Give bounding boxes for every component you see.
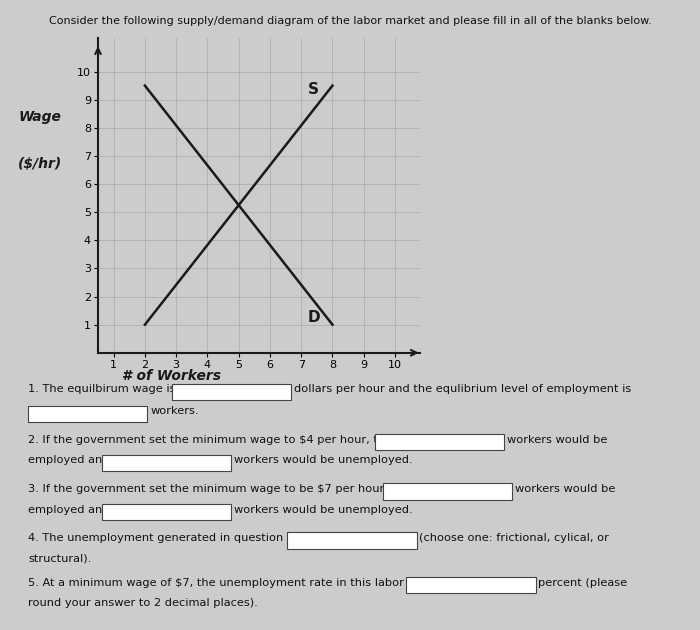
Text: 3. If the government set the minimum wage to be $7 per hour, then: 3. If the government set the minimum wag… <box>28 484 417 494</box>
Text: structural).: structural). <box>28 554 91 564</box>
Text: 2. If the government set the minimum wage to $4 per hour, then: 2. If the government set the minimum wag… <box>28 435 400 445</box>
Text: D: D <box>307 310 320 325</box>
Text: workers would be: workers would be <box>507 435 607 445</box>
Text: Wage: Wage <box>19 110 62 123</box>
Text: employed and: employed and <box>28 505 109 515</box>
Text: employed and: employed and <box>28 455 109 466</box>
Text: round your answer to 2 decimal places).: round your answer to 2 decimal places). <box>28 598 258 609</box>
Text: # of Workers: # of Workers <box>122 369 221 382</box>
Text: ($/hr): ($/hr) <box>18 157 62 171</box>
Text: workers.: workers. <box>150 406 199 416</box>
Text: 5. At a minimum wage of $7, the unemployment rate in this labor market is: 5. At a minimum wage of $7, the unemploy… <box>28 578 461 588</box>
Text: S: S <box>307 82 318 97</box>
Text: 4. The unemployment generated in question (3) is: 4. The unemployment generated in questio… <box>28 533 316 543</box>
Text: (choose one: frictional, cylical, or: (choose one: frictional, cylical, or <box>419 533 609 543</box>
Text: workers would be: workers would be <box>515 484 615 494</box>
Text: dollars per hour and the equlibrium level of employment is: dollars per hour and the equlibrium leve… <box>294 384 631 394</box>
Text: Consider the following supply/demand diagram of the labor market and please fill: Consider the following supply/demand dia… <box>48 16 652 26</box>
Text: 1. The equilbirum wage is: 1. The equilbirum wage is <box>28 384 176 394</box>
Text: percent (please: percent (please <box>538 578 627 588</box>
Text: workers would be unemployed.: workers would be unemployed. <box>234 455 412 466</box>
Text: workers would be unemployed.: workers would be unemployed. <box>234 505 412 515</box>
